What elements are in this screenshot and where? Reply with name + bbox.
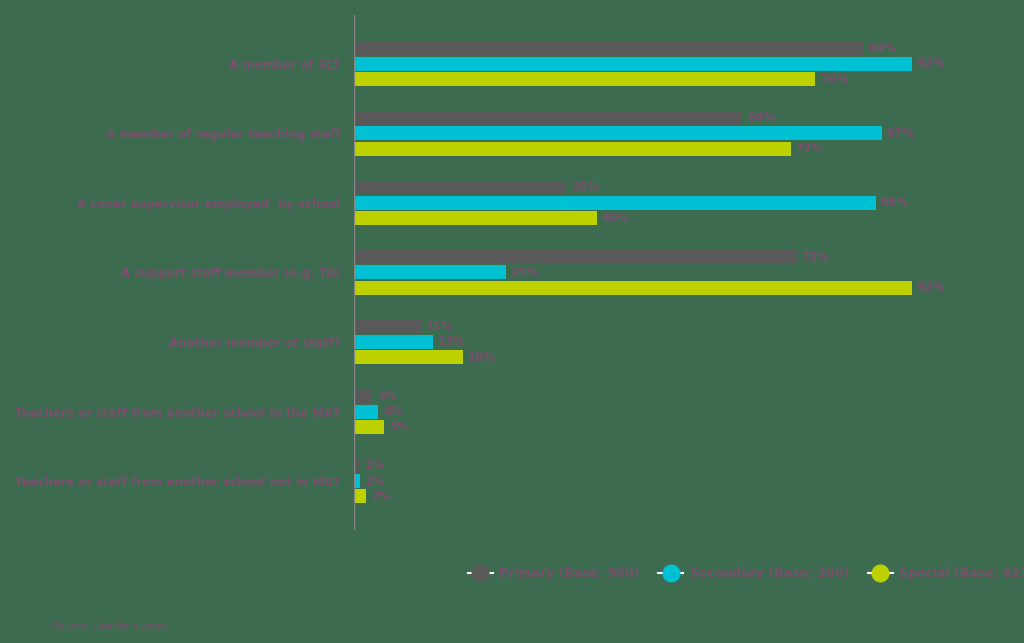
Bar bbox=[354, 72, 815, 86]
Bar bbox=[354, 404, 379, 419]
Bar bbox=[354, 41, 863, 55]
Bar bbox=[354, 350, 463, 364]
Bar bbox=[354, 335, 433, 349]
Text: 64%: 64% bbox=[748, 111, 775, 125]
Bar bbox=[354, 57, 912, 71]
Bar bbox=[354, 181, 566, 194]
Legend: Primary (Base: 960), Secondary (Base: 200), Special (Base: 62): Primary (Base: 960), Secondary (Base: 20… bbox=[463, 563, 1024, 585]
Bar bbox=[354, 211, 597, 225]
Text: 11%: 11% bbox=[426, 320, 454, 333]
Bar bbox=[354, 474, 360, 488]
Text: 72%: 72% bbox=[796, 142, 823, 155]
Text: 40%: 40% bbox=[601, 212, 630, 224]
Text: 84%: 84% bbox=[868, 42, 897, 55]
Text: 92%: 92% bbox=[916, 281, 945, 294]
Text: 4%: 4% bbox=[383, 405, 403, 418]
Bar bbox=[354, 266, 506, 279]
Bar bbox=[354, 250, 797, 264]
Text: 73%: 73% bbox=[802, 251, 829, 264]
Text: 35%: 35% bbox=[571, 181, 599, 194]
Text: Source: Leader survey: Source: Leader survey bbox=[51, 622, 168, 632]
Bar bbox=[354, 320, 421, 334]
Text: 76%: 76% bbox=[820, 73, 848, 86]
Bar bbox=[354, 196, 876, 210]
Text: 25%: 25% bbox=[511, 266, 539, 279]
Bar bbox=[354, 281, 912, 294]
Text: 3%: 3% bbox=[377, 390, 397, 403]
Bar bbox=[354, 111, 742, 125]
Bar bbox=[354, 141, 791, 156]
Text: 1%: 1% bbox=[365, 475, 385, 487]
Bar bbox=[354, 420, 384, 434]
Text: 87%: 87% bbox=[887, 127, 914, 140]
Bar bbox=[354, 389, 373, 403]
Text: 86%: 86% bbox=[881, 196, 908, 210]
Bar bbox=[354, 489, 367, 503]
Text: 13%: 13% bbox=[438, 336, 466, 349]
Text: 5%: 5% bbox=[389, 421, 410, 433]
Text: 1%: 1% bbox=[365, 459, 385, 473]
Bar bbox=[354, 459, 360, 473]
Text: 2%: 2% bbox=[371, 490, 391, 503]
Text: 18%: 18% bbox=[468, 351, 497, 364]
Bar bbox=[354, 126, 882, 140]
Text: 92%: 92% bbox=[916, 57, 945, 70]
